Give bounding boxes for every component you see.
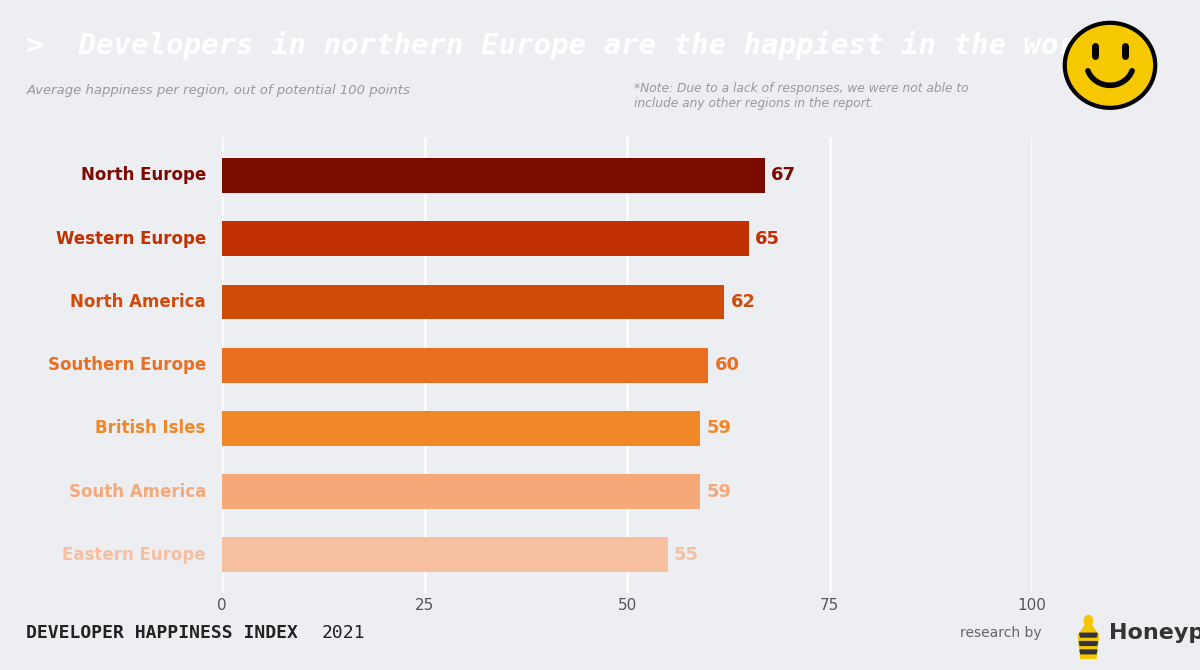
Text: South America: South America (68, 482, 206, 500)
Polygon shape (1080, 633, 1097, 637)
Text: British Isles: British Isles (96, 419, 206, 438)
Text: North America: North America (70, 293, 206, 311)
Text: 65: 65 (755, 230, 780, 248)
Polygon shape (1079, 620, 1098, 659)
Bar (222, 221, 749, 256)
Bar (222, 285, 725, 320)
Circle shape (1064, 23, 1156, 108)
Text: 67: 67 (772, 166, 796, 184)
Bar (222, 158, 764, 193)
Text: 59: 59 (707, 419, 731, 438)
Polygon shape (1079, 642, 1098, 645)
Text: 2021: 2021 (322, 624, 365, 642)
Text: >  Developers in northern Europe are the happiest in the world.: > Developers in northern Europe are the … (26, 31, 1129, 60)
Circle shape (1085, 616, 1093, 626)
Polygon shape (1080, 650, 1097, 654)
Bar (222, 474, 700, 509)
Text: Southern Europe: Southern Europe (48, 356, 206, 374)
Bar (222, 411, 700, 446)
Text: North Europe: North Europe (80, 166, 206, 184)
Bar (222, 348, 708, 383)
Bar (222, 537, 667, 572)
Text: research by: research by (960, 626, 1042, 640)
Text: 62: 62 (731, 293, 756, 311)
Text: Average happiness per region, out of potential 100 points: Average happiness per region, out of pot… (26, 84, 410, 96)
Text: 55: 55 (674, 546, 698, 564)
Text: 60: 60 (714, 356, 739, 374)
Text: Eastern Europe: Eastern Europe (62, 546, 206, 564)
Text: *Note: Due to a lack of responses, we were not able to
include any other regions: *Note: Due to a lack of responses, we we… (634, 82, 968, 110)
Text: 59: 59 (707, 482, 731, 500)
Text: Western Europe: Western Europe (55, 230, 206, 248)
Text: Honeypot: Honeypot (1109, 623, 1200, 643)
Text: DEVELOPER HAPPINESS INDEX: DEVELOPER HAPPINESS INDEX (26, 624, 299, 642)
